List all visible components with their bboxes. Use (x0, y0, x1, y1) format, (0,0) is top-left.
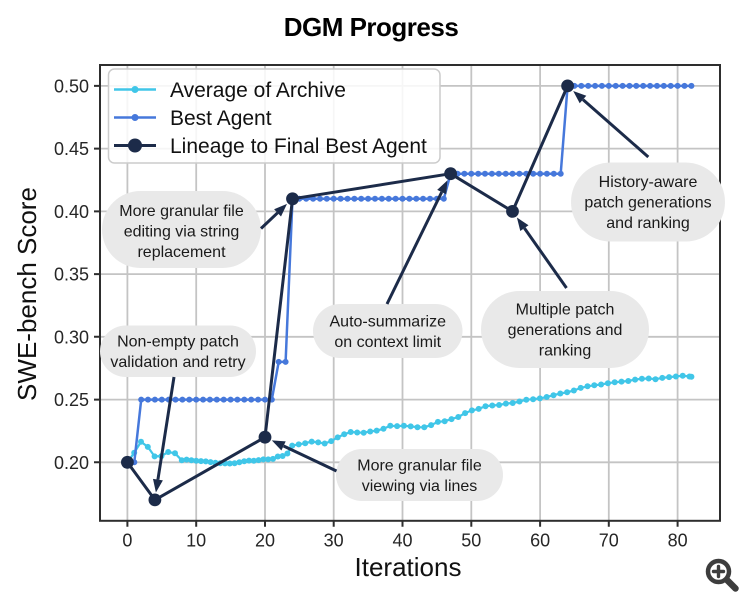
svg-text:patch generations: patch generations (584, 195, 711, 212)
svg-text:Average of Archive: Average of Archive (170, 79, 346, 102)
svg-text:0.35: 0.35 (54, 265, 89, 285)
svg-text:validation and retry: validation and retry (110, 354, 245, 371)
svg-text:60: 60 (530, 531, 550, 551)
svg-text:50: 50 (461, 531, 481, 551)
svg-text:80: 80 (668, 531, 688, 551)
svg-text:viewing via lines: viewing via lines (362, 478, 478, 495)
svg-text:More granular file: More granular file (357, 457, 482, 474)
svg-text:ranking: ranking (539, 343, 591, 360)
svg-text:0.40: 0.40 (54, 202, 89, 222)
svg-text:History-aware: History-aware (599, 174, 698, 191)
svg-text:Non-empty patch: Non-empty patch (117, 334, 239, 351)
svg-text:0.30: 0.30 (54, 327, 89, 347)
svg-text:Lineage to Final Best Agent: Lineage to Final Best Agent (170, 135, 427, 158)
svg-text:Multiple patch: Multiple patch (516, 302, 615, 319)
svg-text:70: 70 (599, 531, 619, 551)
svg-text:More granular file: More granular file (119, 203, 244, 220)
svg-text:replacement: replacement (137, 244, 226, 261)
svg-text:0.45: 0.45 (54, 139, 89, 159)
svg-text:0.50: 0.50 (54, 77, 89, 97)
svg-text:20: 20 (255, 531, 275, 551)
svg-text:generations and: generations and (508, 322, 623, 339)
svg-text:Auto-summarize: Auto-summarize (330, 313, 447, 330)
svg-text:DGM Progress: DGM Progress (284, 12, 459, 42)
svg-text:0.25: 0.25 (54, 390, 89, 410)
svg-text:0: 0 (122, 531, 132, 551)
svg-text:30: 30 (324, 531, 344, 551)
svg-text:0.20: 0.20 (54, 453, 89, 473)
svg-text:on context limit: on context limit (334, 334, 441, 351)
svg-text:SWE-bench Score: SWE-bench Score (12, 187, 42, 401)
svg-text:Iterations: Iterations (355, 552, 462, 582)
svg-text:Best Agent: Best Agent (170, 107, 272, 130)
svg-text:10: 10 (186, 531, 206, 551)
svg-text:40: 40 (392, 531, 412, 551)
svg-text:and ranking: and ranking (606, 215, 690, 232)
svg-text:editing via string: editing via string (124, 224, 240, 241)
